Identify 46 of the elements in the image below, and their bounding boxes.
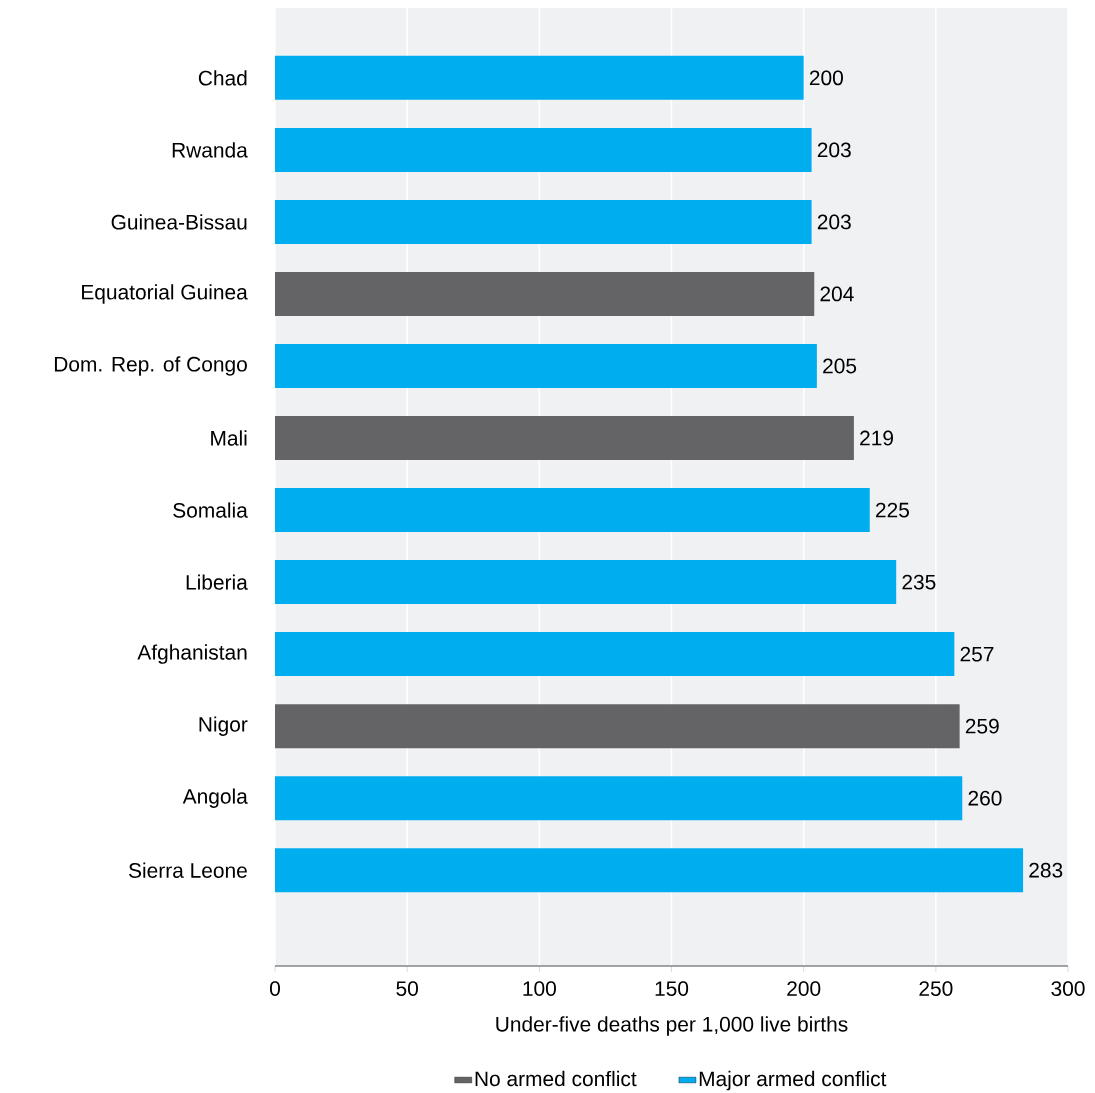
y-tick-label: Guinea-Bissau [111, 214, 247, 230]
legend-label: No armed conflict [475, 1070, 637, 1087]
y-tick-label: Equatorial Guinea [82, 284, 248, 304]
x-tick-label: 250 [919, 981, 953, 996]
y-tick-label: Sierra Leone [128, 862, 247, 878]
bar [275, 488, 870, 533]
y-tick-label: Somalia [173, 502, 248, 518]
y-tick-label: Angola [182, 788, 248, 808]
bar [275, 199, 812, 244]
y-tick-label: Liberia [186, 574, 248, 590]
bar [275, 344, 817, 388]
data-label: 200 [809, 70, 843, 86]
x-tick-label: 0 [269, 981, 280, 996]
y-tick-label: Rwanda [172, 142, 248, 158]
x-tick-label: 300 [1051, 981, 1085, 996]
data-label: 235 [902, 574, 936, 590]
data-label: 205 [823, 358, 857, 374]
y-tick-label: Dom. Rep. of Congo [54, 356, 247, 376]
bar [275, 848, 1024, 893]
bar [275, 127, 812, 172]
bar [275, 632, 955, 677]
data-label: 203 [817, 214, 851, 230]
bar [275, 776, 963, 821]
y-tick-label: Chad [198, 70, 247, 86]
data-label: 260 [968, 790, 1002, 806]
bar [275, 704, 960, 749]
bar [275, 560, 897, 605]
legend-label: Major armed conflict [699, 1070, 887, 1091]
x-tick-label: 50 [396, 981, 418, 996]
y-tick-label: Nigor [199, 716, 248, 736]
x-tick-label: 200 [787, 981, 821, 996]
bar [275, 271, 815, 316]
data-label: 283 [1029, 862, 1063, 878]
x-tick-label: 150 [655, 981, 689, 996]
data-label: 219 [860, 430, 893, 446]
data-label: 259 [965, 718, 999, 734]
bar [275, 55, 804, 100]
x-axis-title: Under-five deaths per 1,000 live births [496, 1016, 848, 1036]
data-label: 203 [817, 142, 851, 158]
bar [275, 416, 854, 461]
data-label: 204 [820, 286, 854, 302]
x-tick-label: 100 [523, 981, 556, 996]
y-tick-label: Mali [211, 430, 247, 446]
data-label: 257 [960, 646, 994, 662]
y-tick-label: Afghanistan [137, 644, 247, 664]
data-label: 225 [876, 502, 909, 518]
